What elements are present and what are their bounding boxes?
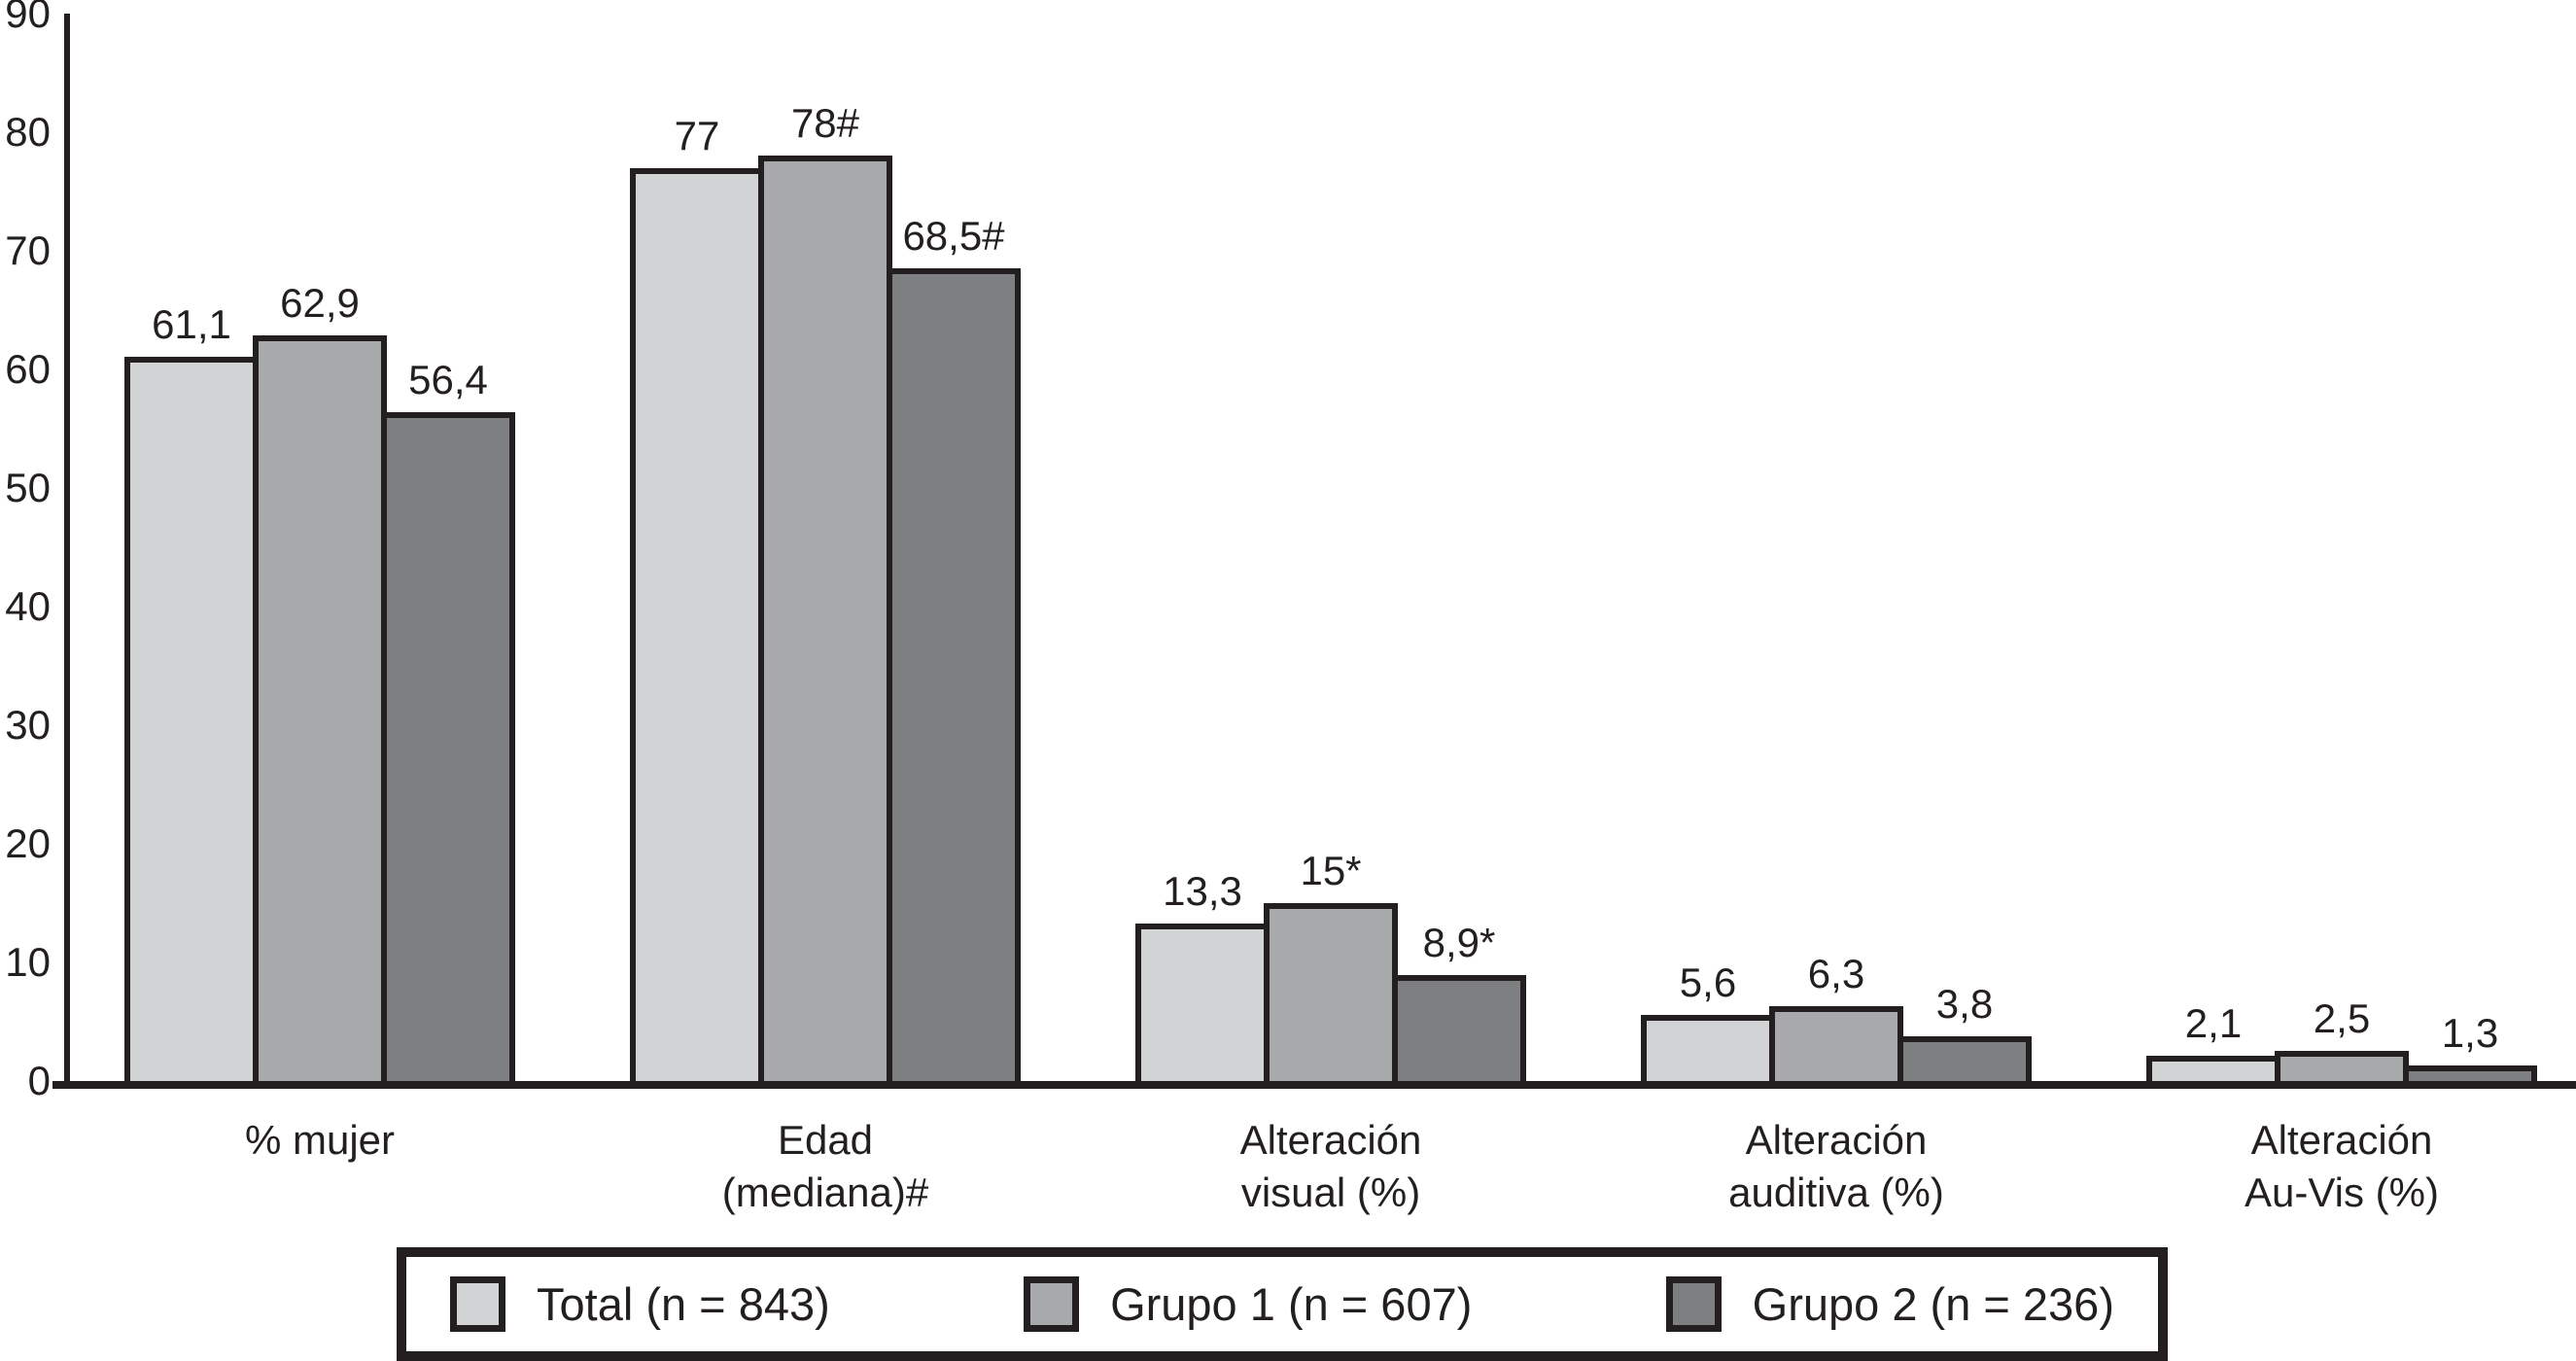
bar-grupo1-2	[1264, 903, 1398, 1081]
bar-total-1	[630, 168, 764, 1081]
bar-column-total-4: 2,1	[2146, 999, 2280, 1081]
bar-column-grupo2-3: 3,8	[1897, 980, 2032, 1081]
y-tick-label-50: 50	[5, 465, 51, 510]
bar-value-label-grupo1-4: 2,5	[2313, 995, 2371, 1041]
legend: Total (n = 843) Grupo 1 (n = 607) Grupo 2 …	[397, 1247, 2168, 1361]
bar-grupo2-3	[1897, 1036, 2032, 1081]
bar-value-label-grupo2-4: 1,3	[2441, 1010, 2499, 1056]
bar-column-grupo1-4: 2,5	[2275, 995, 2409, 1081]
y-tick-label-40: 40	[5, 583, 51, 629]
y-tick-label-90: 90	[5, 0, 51, 36]
bar-group-1: 77 78# 68,5#	[630, 99, 1021, 1081]
bar-column-total-3: 5,6	[1641, 959, 1775, 1081]
bar-group-3: 5,6 6,3 3,8	[1641, 950, 2032, 1081]
bar-total-0	[124, 357, 259, 1081]
y-tick-label-20: 20	[5, 820, 51, 866]
y-tick-label-10: 10	[5, 939, 51, 985]
y-tick-label-80: 80	[5, 109, 51, 155]
bar-column-grupo1-1: 78#	[758, 99, 892, 1081]
category-label-3: Alteración auditiva (%)	[1728, 1117, 1944, 1215]
bar-grupo1-1	[758, 156, 892, 1081]
bar-grupo1-4	[2275, 1051, 2409, 1081]
x-axis-line	[52, 1081, 2576, 1089]
category-label-0: % mujer	[244, 1117, 396, 1163]
legend-label-grupo1: Grupo 1 (n = 607)	[1110, 1277, 1473, 1330]
bar-grupo2-0	[381, 412, 515, 1081]
category-label-1: Edad (mediana)#	[721, 1117, 929, 1215]
bar-column-grupo1-3: 6,3	[1769, 950, 1903, 1081]
bar-grupo1-0	[253, 335, 387, 1081]
bar-group-4: 2,1 2,5 1,3	[2146, 995, 2537, 1081]
bar-value-label-total-4: 2,1	[2184, 1000, 2243, 1046]
bar-column-grupo1-0: 62,9	[253, 279, 387, 1081]
bar-column-total-1: 77	[630, 112, 764, 1081]
bar-value-label-total-3: 5,6	[1679, 960, 1737, 1005]
bar-value-label-grupo2-3: 3,8	[1935, 981, 1994, 1027]
bar-grupo1-3	[1769, 1006, 1903, 1081]
bar-column-grupo2-1: 68,5#	[887, 212, 1021, 1081]
bar-value-label-total-2: 13,3	[1163, 868, 1242, 914]
y-axis-line	[64, 14, 70, 1081]
legend-swatch-total	[450, 1276, 505, 1332]
bar-value-label-grupo2-2: 8,9*	[1422, 920, 1496, 965]
bar-value-label-grupo1-1: 78#	[790, 100, 860, 146]
legend-item-grupo1: Grupo 1 (n = 607)	[1024, 1276, 1472, 1332]
bar-total-3	[1641, 1015, 1775, 1081]
bar-column-grupo2-2: 8,9*	[1392, 919, 1526, 1081]
bar-column-total-0: 61,1	[124, 300, 259, 1081]
y-tick-label-30: 30	[5, 702, 51, 748]
bar-group-2: 13,3 15* 8,9*	[1135, 847, 1526, 1081]
bar-grupo2-2	[1392, 975, 1526, 1081]
bar-column-grupo2-0: 56,4	[381, 356, 515, 1081]
category-label-2: Alteración visual (%)	[1239, 1117, 1422, 1215]
bar-column-total-2: 13,3	[1135, 867, 1270, 1081]
bar-value-label-grupo1-2: 15*	[1300, 848, 1362, 893]
bar-value-label-total-0: 61,1	[152, 301, 231, 347]
bar-value-label-total-1: 77	[674, 113, 720, 158]
legend-item-grupo2: Grupo 2 (n = 236)	[1665, 1276, 2114, 1332]
legend-swatch-grupo1	[1024, 1276, 1080, 1332]
bar-value-label-grupo2-1: 68,5#	[902, 213, 1005, 259]
bar-total-4	[2146, 1056, 2280, 1081]
bar-value-label-grupo2-0: 56,4	[408, 357, 488, 402]
bar-grupo2-1	[887, 268, 1021, 1081]
legend-label-total: Total (n = 843)	[537, 1277, 830, 1330]
legend-label-grupo2: Grupo 2 (n = 236)	[1752, 1277, 2114, 1330]
bar-group-0: 61,1 62,9 56,4	[124, 279, 515, 1081]
y-tick-label-70: 70	[5, 227, 51, 273]
bar-column-grupo1-2: 15*	[1264, 847, 1398, 1081]
category-label-4: Alteración Au-Vis (%)	[2245, 1117, 2439, 1215]
bar-grupo2-4	[2403, 1065, 2537, 1081]
bar-total-2	[1135, 924, 1270, 1081]
bar-column-grupo2-4: 1,3	[2403, 1009, 2537, 1081]
y-tick-label-0: 0	[27, 1058, 51, 1103]
bar-value-label-grupo1-3: 6,3	[1807, 951, 1865, 996]
legend-item-total: Total (n = 843)	[450, 1276, 830, 1332]
bar-value-label-grupo1-0: 62,9	[280, 280, 360, 326]
y-tick-label-60: 60	[5, 346, 51, 392]
legend-swatch-grupo2	[1665, 1276, 1722, 1332]
